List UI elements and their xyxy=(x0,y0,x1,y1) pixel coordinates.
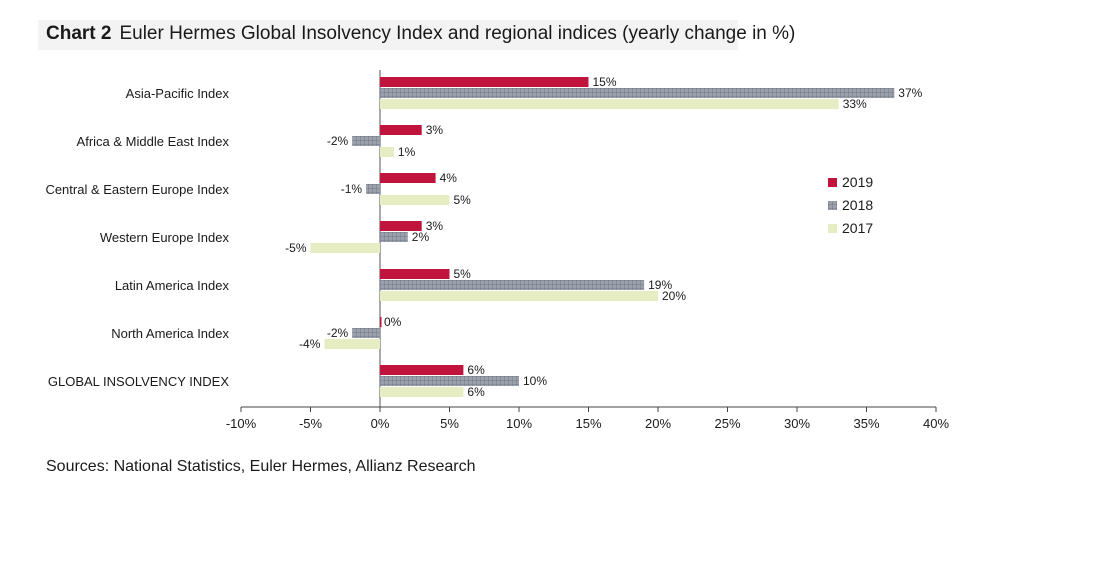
bar-2018-global-insolvency-index xyxy=(380,376,519,386)
data-label-2019-asia-pacific-index: 15% xyxy=(593,75,617,89)
data-label-2017-western-europe-index: -5% xyxy=(285,241,307,255)
x-tick-label: -10% xyxy=(226,416,257,431)
x-tick-label: 25% xyxy=(714,416,740,431)
x-tick-label: 35% xyxy=(853,416,879,431)
legend-swatch-2017 xyxy=(828,224,837,233)
data-label-2018-central-eastern-europe-index: -1% xyxy=(341,182,363,196)
category-label-asia-pacific-index: Asia-Pacific Index xyxy=(126,86,230,101)
data-label-2018-global-insolvency-index: 10% xyxy=(523,374,547,388)
bar-2017-central-eastern-europe-index xyxy=(380,195,450,205)
category-label-global-insolvency-index: GLOBAL INSOLVENCY INDEX xyxy=(48,374,229,389)
chart-title-bar: Chart 2 Euler Hermes Global Insolvency In… xyxy=(38,20,795,50)
bar-2017-western-europe-index xyxy=(310,243,380,253)
data-label-2018-asia-pacific-index: 37% xyxy=(898,86,922,100)
data-label-2018-north-america-index: -2% xyxy=(327,326,349,340)
bar-2018-latin-america-index xyxy=(380,280,645,290)
chart-title: Chart 2 Euler Hermes Global Insolvency In… xyxy=(46,23,795,45)
category-label-africa-middle-east-index: Africa & Middle East Index xyxy=(77,134,230,149)
data-label-2018-latin-america-index: 19% xyxy=(648,278,672,292)
x-tick-label: 0% xyxy=(371,416,390,431)
data-label-2019-north-america-index: 0% xyxy=(384,315,402,329)
bar-2019-central-eastern-europe-index xyxy=(380,173,436,183)
bar-2017-north-america-index xyxy=(324,339,380,349)
data-label-2019-africa-middle-east-index: 3% xyxy=(426,123,444,137)
data-label-2019-latin-america-index: 5% xyxy=(454,267,472,281)
x-tick-label: -5% xyxy=(299,416,323,431)
category-label-north-america-index: North America Index xyxy=(111,326,229,341)
x-tick-label: 20% xyxy=(645,416,671,431)
data-label-2019-global-insolvency-index: 6% xyxy=(467,363,485,377)
bar-2017-asia-pacific-index xyxy=(380,99,839,109)
data-label-2017-latin-america-index: 20% xyxy=(662,289,686,303)
bar-2018-central-eastern-europe-index xyxy=(366,184,380,194)
x-tick-label: 30% xyxy=(784,416,810,431)
bar-2019-africa-middle-east-index xyxy=(380,125,422,135)
legend-label-2017: 2017 xyxy=(842,220,873,236)
data-label-2019-western-europe-index: 3% xyxy=(426,219,444,233)
bar-2018-western-europe-index xyxy=(380,232,408,242)
x-tick-label: 10% xyxy=(506,416,532,431)
bar-2018-north-america-index xyxy=(352,328,380,338)
source-note: Sources: National Statistics, Euler Herm… xyxy=(46,458,476,475)
legend-label-2019: 2019 xyxy=(842,174,873,190)
data-label-2018-africa-middle-east-index: -2% xyxy=(327,134,349,148)
bar-2018-asia-pacific-index xyxy=(380,88,895,98)
chart-title-text: Euler Hermes Global Insolvency Index and… xyxy=(119,23,796,44)
bar-2019-latin-america-index xyxy=(380,269,450,279)
data-label-2017-asia-pacific-index: 33% xyxy=(843,97,867,111)
data-label-2017-north-america-index: -4% xyxy=(299,337,321,351)
bar-2019-north-america-index xyxy=(380,317,382,327)
x-tick-label: 15% xyxy=(575,416,601,431)
data-label-2018-western-europe-index: 2% xyxy=(412,230,430,244)
data-label-2019-central-eastern-europe-index: 4% xyxy=(440,171,458,185)
legend-swatch-2019 xyxy=(828,178,837,187)
bar-2017-latin-america-index xyxy=(380,291,658,301)
chart-title-lead: Chart 2 xyxy=(46,23,112,44)
data-label-2017-africa-middle-east-index: 1% xyxy=(398,145,416,159)
bar-2019-western-europe-index xyxy=(380,221,422,231)
x-tick-label: 5% xyxy=(440,416,459,431)
category-label-western-europe-index: Western Europe Index xyxy=(100,230,230,245)
data-label-2017-central-eastern-europe-index: 5% xyxy=(454,193,472,207)
category-label-central-eastern-europe-index: Central & Eastern Europe Index xyxy=(45,182,229,197)
category-label-latin-america-index: Latin America Index xyxy=(115,278,230,293)
bar-2017-global-insolvency-index xyxy=(380,387,464,397)
bar-2019-asia-pacific-index xyxy=(380,77,589,87)
bar-2017-africa-middle-east-index xyxy=(380,147,394,157)
bar-2019-global-insolvency-index xyxy=(380,365,464,375)
x-tick-label: 40% xyxy=(923,416,949,431)
legend-swatch-2018 xyxy=(828,201,837,210)
bar-2018-africa-middle-east-index xyxy=(352,136,380,146)
data-label-2017-global-insolvency-index: 6% xyxy=(467,385,485,399)
legend-label-2018: 2018 xyxy=(842,197,873,213)
